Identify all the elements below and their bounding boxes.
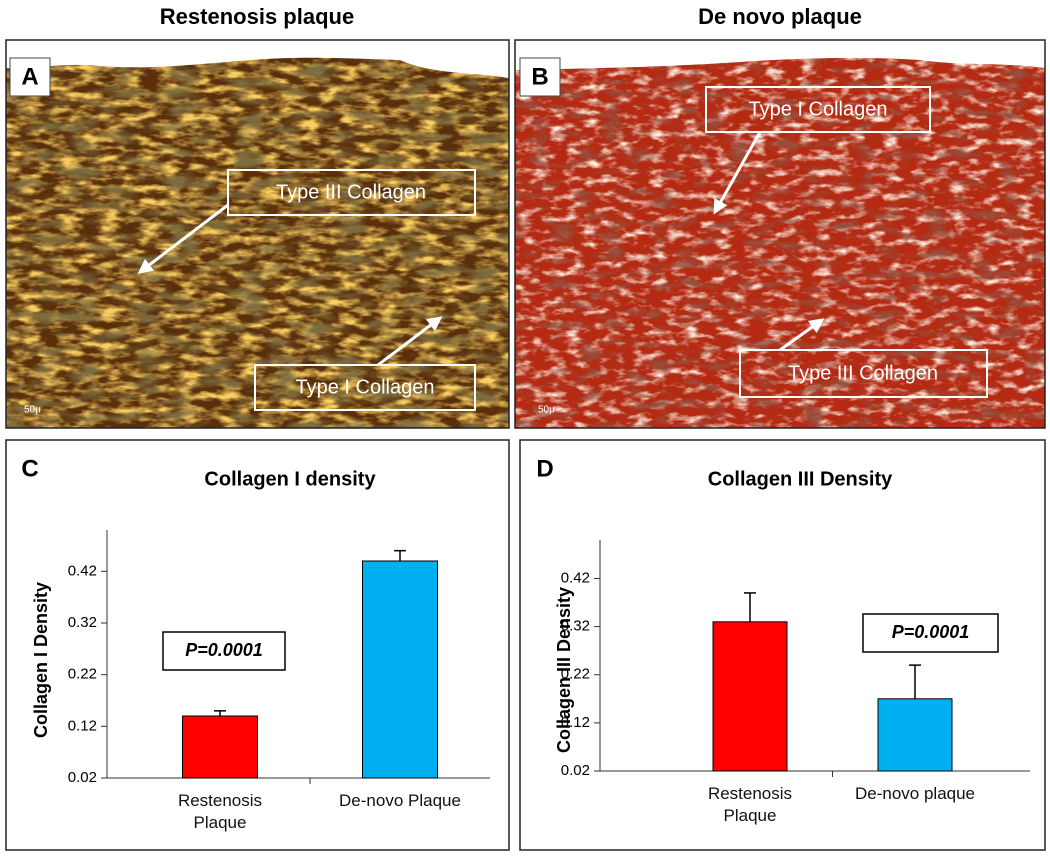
y-tick-label: 0.32	[561, 618, 590, 635]
annotation: Type I Collagen	[749, 98, 888, 120]
bar	[877, 698, 953, 772]
chart-title: Collagen III Density	[708, 468, 893, 490]
annotation-box	[254, 364, 476, 411]
panel-title: Restenosis plaque	[160, 4, 354, 29]
annotation: P=0.0001	[892, 622, 970, 642]
arrow	[377, 316, 443, 367]
y-axis-label: Collagen III Density	[554, 587, 574, 753]
panel-title: De novo plaque	[698, 4, 862, 29]
annotation-box	[705, 86, 931, 133]
micrograph	[514, 39, 1046, 429]
y-tick-label: 0.12	[561, 714, 590, 731]
scale-bar-label: 50μ	[538, 405, 555, 416]
arrow	[779, 318, 825, 352]
annotation-box	[739, 349, 988, 398]
y-axis-label: Collagen I Density	[31, 582, 51, 738]
arrow	[137, 203, 229, 274]
x-tick-label: De-novo Plaque	[339, 791, 461, 810]
arrow	[713, 131, 762, 215]
y-tick-label: 0.02	[68, 769, 97, 786]
annotation-box	[862, 613, 999, 653]
letter-box	[519, 57, 561, 97]
annotation: Type III Collagen	[788, 362, 938, 384]
x-tick-label: De-novo plaque	[854, 784, 976, 803]
bar	[182, 715, 258, 779]
chart-letter: C	[21, 455, 38, 482]
panel-letter: B	[531, 63, 548, 90]
y-tick-label: 0.42	[561, 569, 590, 586]
y-tick-label: 0.02	[561, 762, 590, 779]
letter-box	[9, 57, 51, 97]
scale-bar-label: 50μ	[24, 405, 41, 416]
y-tick-label: 0.12	[68, 717, 97, 734]
y-tick-label: 0.32	[68, 614, 97, 631]
annotation: P=0.0001	[185, 640, 263, 660]
y-tick-label: 0.22	[561, 666, 590, 683]
x-tick-label: Restenosis Plaque	[707, 784, 793, 825]
chart-letter: D	[536, 455, 553, 482]
bar	[712, 621, 788, 772]
y-tick-label: 0.42	[68, 562, 97, 579]
chart-title: Collagen I density	[204, 468, 376, 490]
y-tick-label: 0.22	[68, 666, 97, 683]
bar	[362, 560, 438, 779]
annotation-box	[162, 631, 286, 671]
x-tick-label: Restenosis Plaque	[177, 791, 263, 832]
panel-letter: A	[21, 63, 38, 90]
chart-frame	[519, 439, 1046, 851]
annotation: Type III Collagen	[276, 181, 426, 203]
micrograph	[5, 39, 510, 429]
annotation: Type I Collagen	[296, 376, 435, 398]
annotation-box	[227, 169, 476, 216]
chart-frame	[5, 439, 510, 851]
